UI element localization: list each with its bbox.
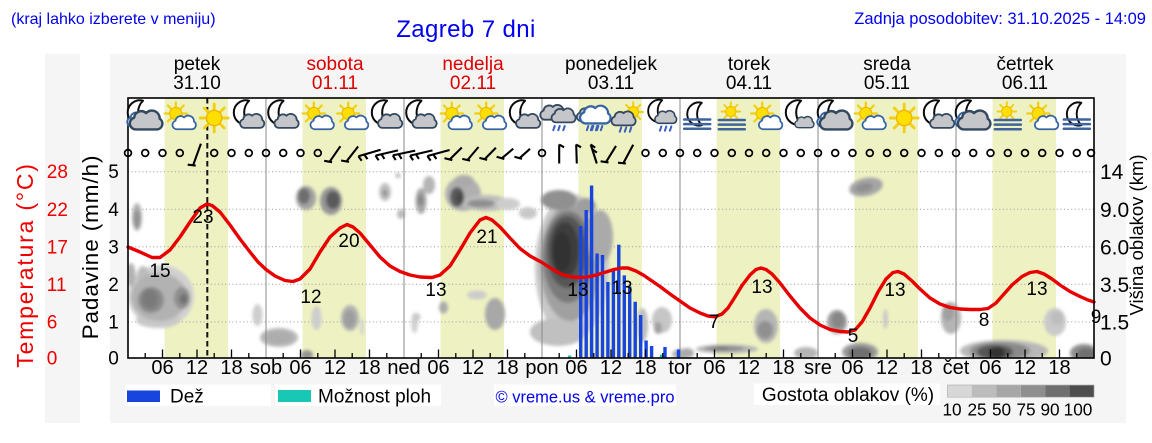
svg-text:četrtek: četrtek [996, 54, 1054, 75]
svg-text:petek: petek [174, 54, 221, 75]
svg-text:18: 18 [910, 357, 932, 379]
svg-text:8: 8 [979, 310, 990, 331]
svg-text:06: 06 [841, 357, 863, 379]
svg-text:0: 0 [108, 349, 119, 370]
svg-text:Gostota oblakov (%): Gostota oblakov (%) [762, 385, 934, 406]
svg-text:sob: sob [250, 357, 282, 379]
svg-text:18: 18 [1048, 357, 1070, 379]
svg-text:18: 18 [496, 357, 518, 379]
svg-text:05.11: 05.11 [864, 73, 910, 94]
svg-text:pon: pon [525, 357, 558, 379]
svg-text:12: 12 [300, 287, 321, 308]
svg-text:3: 3 [108, 237, 119, 258]
svg-text:06: 06 [979, 357, 1001, 379]
svg-text:1.5: 1.5 [1100, 311, 1129, 334]
svg-text:21: 21 [476, 227, 497, 248]
svg-text:18: 18 [220, 357, 242, 379]
svg-text:06: 06 [151, 357, 173, 379]
svg-text:06: 06 [289, 357, 311, 379]
svg-text:18: 18 [634, 357, 656, 379]
svg-text:sobota: sobota [306, 54, 363, 75]
svg-text:12: 12 [600, 357, 622, 379]
svg-text:2: 2 [108, 275, 119, 296]
svg-text:0: 0 [1100, 348, 1112, 371]
svg-text:sreda: sreda [863, 54, 911, 75]
svg-text:1: 1 [108, 312, 119, 333]
svg-text:9: 9 [1091, 307, 1102, 328]
svg-text:© vreme.us & vreme.pro: © vreme.us & vreme.pro [495, 389, 674, 407]
svg-text:12: 12 [1014, 357, 1036, 379]
svg-text:06.11: 06.11 [1002, 73, 1048, 94]
svg-text:13: 13 [884, 280, 905, 301]
svg-text:06: 06 [565, 357, 587, 379]
svg-text:Dež: Dež [170, 387, 204, 408]
svg-text:13: 13 [567, 280, 588, 301]
svg-text:12: 12 [876, 357, 898, 379]
svg-text:06: 06 [427, 357, 449, 379]
svg-text:(kraj lahko izberete v meniju): (kraj lahko izberete v meniju) [11, 11, 216, 28]
svg-text:7: 7 [709, 312, 720, 333]
svg-text:3.5: 3.5 [1100, 274, 1129, 297]
svg-text:9.0: 9.0 [1100, 199, 1129, 222]
svg-text:13: 13 [425, 280, 446, 301]
svg-text:25: 25 [967, 400, 986, 420]
svg-text:12: 12 [324, 357, 346, 379]
svg-text:6: 6 [47, 312, 58, 333]
svg-text:01.11: 01.11 [312, 73, 358, 94]
svg-text:nedelja: nedelja [442, 54, 504, 75]
svg-text:31.10: 31.10 [173, 73, 221, 94]
svg-text:12: 12 [738, 357, 760, 379]
svg-text:04.11: 04.11 [726, 73, 772, 94]
svg-text:02.11: 02.11 [450, 73, 496, 94]
svg-text:0: 0 [47, 349, 58, 370]
svg-text:12: 12 [186, 357, 208, 379]
svg-text:20: 20 [338, 231, 359, 252]
svg-text:4: 4 [108, 200, 119, 221]
svg-text:06: 06 [703, 357, 725, 379]
svg-text:13: 13 [751, 277, 772, 298]
svg-text:sre: sre [804, 357, 832, 379]
svg-text:6.0: 6.0 [1100, 236, 1129, 259]
svg-text:100: 100 [1064, 400, 1093, 420]
svg-text:03.11: 03.11 [588, 73, 634, 94]
svg-text:13: 13 [1026, 279, 1047, 300]
svg-text:Padavine (mm/h): Padavine (mm/h) [78, 155, 103, 340]
svg-text:10: 10 [942, 400, 961, 420]
svg-text:13: 13 [611, 278, 632, 299]
svg-text:50: 50 [992, 400, 1011, 420]
svg-text:Višina oblakov (km): Višina oblakov (km) [1126, 154, 1147, 315]
svg-text:23: 23 [192, 207, 213, 228]
svg-text:ned: ned [387, 357, 420, 379]
svg-text:5: 5 [108, 162, 119, 183]
svg-text:ponedeljek: ponedeljek [565, 54, 657, 75]
svg-text:18: 18 [358, 357, 380, 379]
svg-text:90: 90 [1040, 400, 1059, 420]
svg-text:čet: čet [943, 357, 970, 379]
svg-text:5: 5 [848, 326, 859, 347]
svg-text:Temperatura (°C): Temperatura (°C) [12, 162, 38, 367]
svg-text:15: 15 [149, 261, 170, 282]
svg-text:12: 12 [462, 357, 484, 379]
svg-text:Možnost ploh: Možnost ploh [318, 387, 431, 408]
svg-text:Zadnja posodobitev: 31.10.2025: Zadnja posodobitev: 31.10.2025 - 14:09 [854, 10, 1146, 28]
svg-text:17: 17 [47, 237, 68, 258]
svg-text:28: 28 [47, 162, 68, 183]
svg-text:18: 18 [772, 357, 794, 379]
svg-text:torek: torek [728, 54, 771, 75]
svg-text:11: 11 [47, 275, 67, 296]
svg-text:22: 22 [47, 200, 68, 221]
svg-text:14: 14 [1100, 161, 1124, 184]
svg-text:75: 75 [1016, 400, 1035, 420]
svg-text:Zagreb 7 dni: Zagreb 7 dni [396, 16, 536, 43]
svg-text:tor: tor [668, 357, 692, 379]
